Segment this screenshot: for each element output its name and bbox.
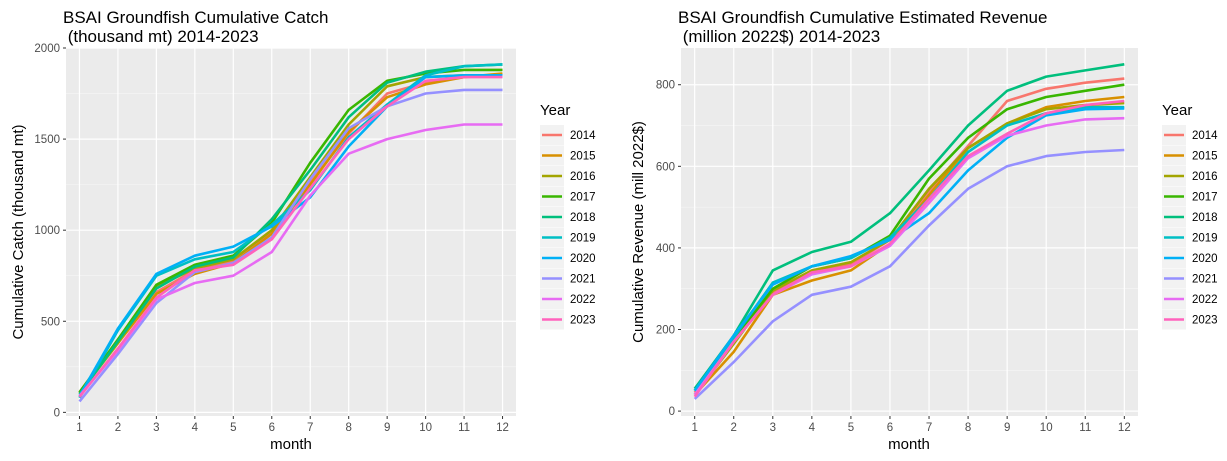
revenue-x-tick-label: 4	[809, 422, 816, 434]
catch-y-tick-label: 1500	[34, 134, 60, 146]
revenue-y-axis-label: Cumulative Revenue (mill 2022$)	[630, 121, 647, 343]
revenue-chart-title: BSAI Groundfish Cumulative Estimated Rev…	[678, 8, 1047, 27]
catch-x-tick-label: 6	[269, 422, 275, 434]
revenue-x-tick-label: 3	[770, 422, 776, 434]
catch-series-line-2023	[78, 75, 503, 398]
revenue-series-line-2017	[693, 83, 1125, 392]
revenue-series-line-2021	[693, 148, 1125, 400]
revenue-y-ticks: 0 200 400 600 800	[656, 80, 681, 418]
catch-x-tick-label: 1	[76, 422, 82, 434]
catch-plot-panel	[66, 48, 516, 416]
revenue-x-tick-label: 7	[926, 422, 932, 434]
revenue-y-tick-label: 800	[656, 80, 675, 92]
catch-y-ticks: 0 500 1000 1500 2000	[34, 43, 66, 419]
catch-series-lines	[78, 63, 503, 403]
catch-x-tick-label: 2	[115, 422, 121, 434]
catch-x-ticks: 1 2 3 4 5 6 7 8 9 10 11 12	[76, 416, 509, 434]
revenue-x-axis-label: month	[888, 436, 930, 453]
revenue-legend-label-2016: 2016	[1192, 171, 1218, 183]
revenue-x-tick-label: 12	[1118, 422, 1131, 434]
catch-legend: Year 2014 2015 2016 2017 2018 2019 2020 2021 202…	[540, 102, 596, 330]
catch-legend-label-2015: 2015	[570, 151, 596, 163]
catch-y-axis-label: Cumulative Catch (thousand mt)	[10, 124, 27, 339]
catch-x-axis-label: month	[270, 436, 312, 453]
catch-legend-title: Year	[540, 102, 570, 119]
revenue-x-tick-label: 9	[1004, 422, 1010, 434]
catch-legend-label-2019: 2019	[570, 233, 596, 245]
revenue-y-tick-label: 0	[669, 406, 675, 418]
catch-x-tick-label: 3	[153, 422, 159, 434]
revenue-x-tick-label: 1	[691, 422, 697, 434]
catch-legend-label-2017: 2017	[570, 192, 596, 204]
revenue-legend-label-2018: 2018	[1192, 212, 1218, 224]
revenue-x-tick-label: 6	[887, 422, 893, 434]
revenue-x-tick-label: 5	[848, 422, 854, 434]
revenue-legend-label-2015: 2015	[1192, 151, 1218, 163]
revenue-legend-label-2021: 2021	[1192, 274, 1218, 286]
catch-chart-title: BSAI Groundfish Cumulative Catch	[63, 8, 329, 27]
revenue-x-tick-label: 11	[1079, 422, 1091, 434]
catch-y-tick-label: 1000	[34, 225, 60, 237]
revenue-series-line-2016	[693, 101, 1125, 396]
catch-y-tick-label: 0	[54, 407, 60, 419]
revenue-x-tick-label: 2	[731, 422, 737, 434]
catch-legend-label-2016: 2016	[570, 171, 596, 183]
catch-legend-label-2020: 2020	[570, 253, 596, 265]
catch-x-tick-label: 11	[458, 422, 470, 434]
revenue-legend: Year 2014 2015 2016 2017 2018 2019 2020 2021 202…	[1162, 102, 1218, 330]
revenue-legend-label-2019: 2019	[1192, 233, 1218, 245]
revenue-chart-subtitle: (million 2022$) 2014-2023	[678, 27, 880, 46]
catch-y-tick-label: 2000	[34, 43, 60, 55]
revenue-legend-title: Year	[1162, 102, 1192, 119]
revenue-y-tick-label: 400	[656, 243, 675, 255]
revenue-x-tick-label: 10	[1040, 422, 1053, 434]
revenue-legend-label-2022: 2022	[1192, 294, 1218, 306]
revenue-y-tick-label: 600	[656, 161, 675, 173]
catch-legend-label-2021: 2021	[570, 274, 596, 286]
catch-x-tick-label: 12	[496, 422, 509, 434]
catch-legend-label-2018: 2018	[570, 212, 596, 224]
catch-chart-subtitle: (thousand mt) 2014-2023	[63, 27, 259, 46]
catch-x-tick-label: 9	[384, 422, 390, 434]
catch-chart: BSAI Groundfish Cumulative Catch (thousa…	[10, 8, 596, 453]
catch-x-tick-label: 10	[419, 422, 432, 434]
revenue-series-line-2018	[693, 63, 1125, 390]
catch-legend-items: 2014 2015 2016 2017 2018 2019 2020 2021 2022 2023	[540, 125, 596, 330]
revenue-y-tick-label: 200	[656, 325, 675, 337]
revenue-legend-label-2020: 2020	[1192, 253, 1218, 265]
revenue-chart: BSAI Groundfish Cumulative Estimated Rev…	[630, 8, 1218, 453]
catch-legend-label-2023: 2023	[570, 315, 596, 327]
revenue-series-line-2020	[693, 107, 1125, 392]
revenue-series-line-2023	[693, 99, 1125, 398]
catch-x-tick-label: 5	[230, 422, 236, 434]
revenue-series-lines	[693, 63, 1125, 400]
catch-x-tick-label: 4	[192, 422, 199, 434]
revenue-legend-label-2017: 2017	[1192, 192, 1218, 204]
catch-series-line-2018	[78, 63, 503, 395]
catch-series-line-2021	[78, 88, 503, 403]
catch-y-tick-label: 500	[41, 316, 60, 328]
revenue-legend-label-2014: 2014	[1192, 130, 1218, 142]
revenue-x-tick-label: 8	[965, 422, 971, 434]
revenue-x-ticks: 1 2 3 4 5 6 7 8 9 10 11 12	[691, 416, 1131, 434]
catch-x-tick-label: 8	[345, 422, 351, 434]
catch-legend-label-2022: 2022	[570, 294, 596, 306]
catch-x-tick-label: 7	[307, 422, 313, 434]
revenue-legend-label-2023: 2023	[1192, 315, 1218, 327]
catch-legend-label-2014: 2014	[570, 130, 596, 142]
revenue-legend-items: 2014 2015 2016 2017 2018 2019 2020 2021 2022 2023	[1162, 125, 1218, 330]
